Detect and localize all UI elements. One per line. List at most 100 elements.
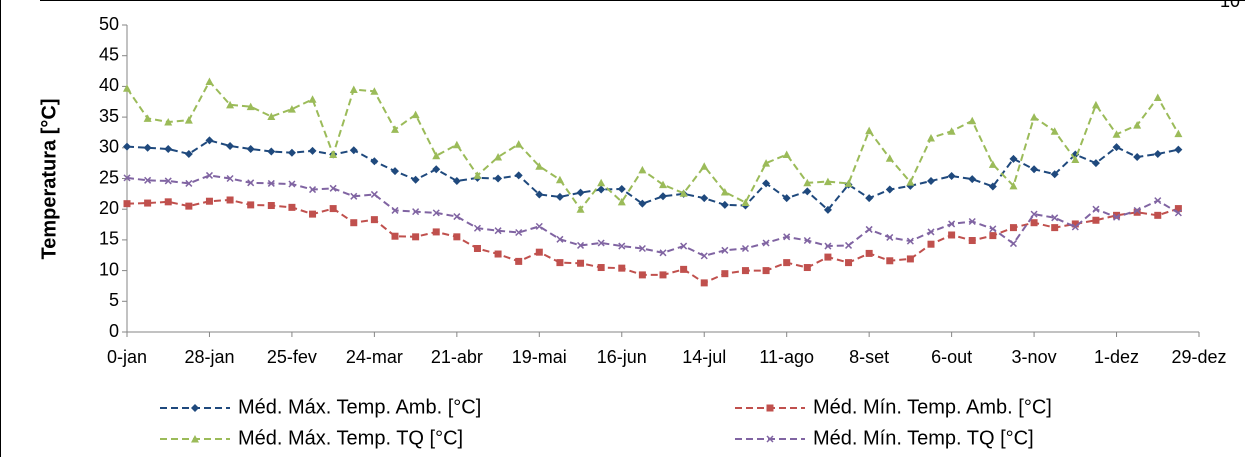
marker — [370, 216, 378, 224]
marker — [308, 146, 317, 155]
marker — [1050, 170, 1059, 179]
marker — [762, 239, 770, 247]
marker — [700, 279, 708, 287]
marker — [617, 184, 626, 193]
legend-label: Méd. Mín. Temp. TQ [°C] — [813, 427, 1034, 449]
marker — [452, 176, 461, 185]
marker — [803, 264, 811, 272]
marker — [968, 175, 977, 184]
marker — [782, 150, 791, 159]
marker — [309, 210, 317, 218]
marker — [184, 149, 193, 158]
marker — [391, 167, 399, 176]
x-tick-label: 8-set — [849, 347, 889, 367]
page-number: 10 — [1220, 0, 1240, 11]
x-tick-label: 0-jan — [107, 347, 147, 367]
x-tick-label: 21-abr — [431, 347, 483, 367]
marker — [185, 179, 193, 187]
marker — [1071, 220, 1079, 228]
marker — [412, 233, 420, 241]
marker — [1051, 224, 1059, 232]
marker — [597, 178, 606, 187]
marker — [123, 200, 131, 208]
marker — [680, 242, 688, 250]
x-tick-label: 19-mai — [512, 347, 567, 367]
marker — [287, 148, 296, 157]
marker — [205, 171, 213, 179]
marker — [535, 190, 544, 199]
marker — [1009, 240, 1017, 248]
marker — [659, 249, 667, 257]
marker — [432, 165, 441, 174]
marker — [555, 175, 564, 184]
marker — [576, 188, 585, 197]
marker — [350, 219, 358, 227]
marker — [226, 174, 234, 183]
marker — [143, 114, 152, 122]
x-tick-label: 3-nov — [1012, 347, 1057, 367]
marker — [844, 179, 853, 187]
series-line — [126, 198, 1179, 285]
marker — [1133, 208, 1141, 216]
marker — [494, 250, 502, 258]
marker — [494, 153, 503, 161]
marker — [906, 178, 915, 186]
marker — [1030, 219, 1038, 227]
marker — [1030, 165, 1039, 174]
marker — [700, 252, 708, 260]
marker — [989, 225, 997, 233]
y-tick-label: 40 — [99, 75, 119, 95]
marker — [968, 237, 976, 245]
marker — [597, 239, 605, 247]
x-tick-label: 1-dez — [1094, 347, 1139, 367]
marker — [865, 194, 874, 203]
marker — [515, 257, 523, 265]
marker — [638, 271, 646, 279]
marker — [267, 112, 276, 120]
marker — [309, 186, 317, 194]
marker — [391, 206, 399, 214]
marker — [247, 201, 255, 209]
marker — [432, 209, 440, 217]
marker — [164, 198, 172, 206]
marker — [576, 205, 585, 213]
marker — [762, 267, 770, 275]
marker — [947, 172, 956, 181]
marker — [288, 180, 296, 188]
y-tick-label: 30 — [99, 137, 119, 157]
marker — [350, 192, 358, 200]
marker — [287, 105, 296, 113]
marker — [865, 249, 873, 257]
marker — [370, 190, 378, 198]
marker — [618, 242, 626, 250]
legend-marker — [191, 404, 199, 412]
marker — [741, 244, 749, 253]
marker — [184, 116, 193, 124]
marker — [164, 177, 172, 185]
marker — [555, 192, 564, 201]
marker — [473, 171, 482, 179]
marker — [123, 142, 131, 151]
marker — [782, 194, 791, 203]
marker — [411, 110, 420, 119]
marker — [720, 200, 729, 209]
legend-label: Méd. Máx. Temp. Amb. [°C] — [238, 396, 481, 418]
marker — [226, 141, 235, 150]
marker — [535, 248, 543, 256]
marker — [1009, 154, 1018, 163]
marker — [556, 259, 564, 267]
marker — [617, 197, 626, 206]
y-axis-label: Temperatura [°C] — [38, 99, 60, 260]
marker — [906, 237, 914, 245]
marker — [1154, 211, 1162, 219]
marker — [988, 160, 997, 168]
marker — [267, 202, 275, 210]
marker — [700, 194, 709, 203]
marker — [1030, 113, 1039, 121]
marker — [432, 228, 440, 236]
marker — [721, 270, 729, 278]
marker — [123, 84, 131, 92]
marker — [1092, 205, 1100, 213]
marker — [885, 185, 894, 194]
